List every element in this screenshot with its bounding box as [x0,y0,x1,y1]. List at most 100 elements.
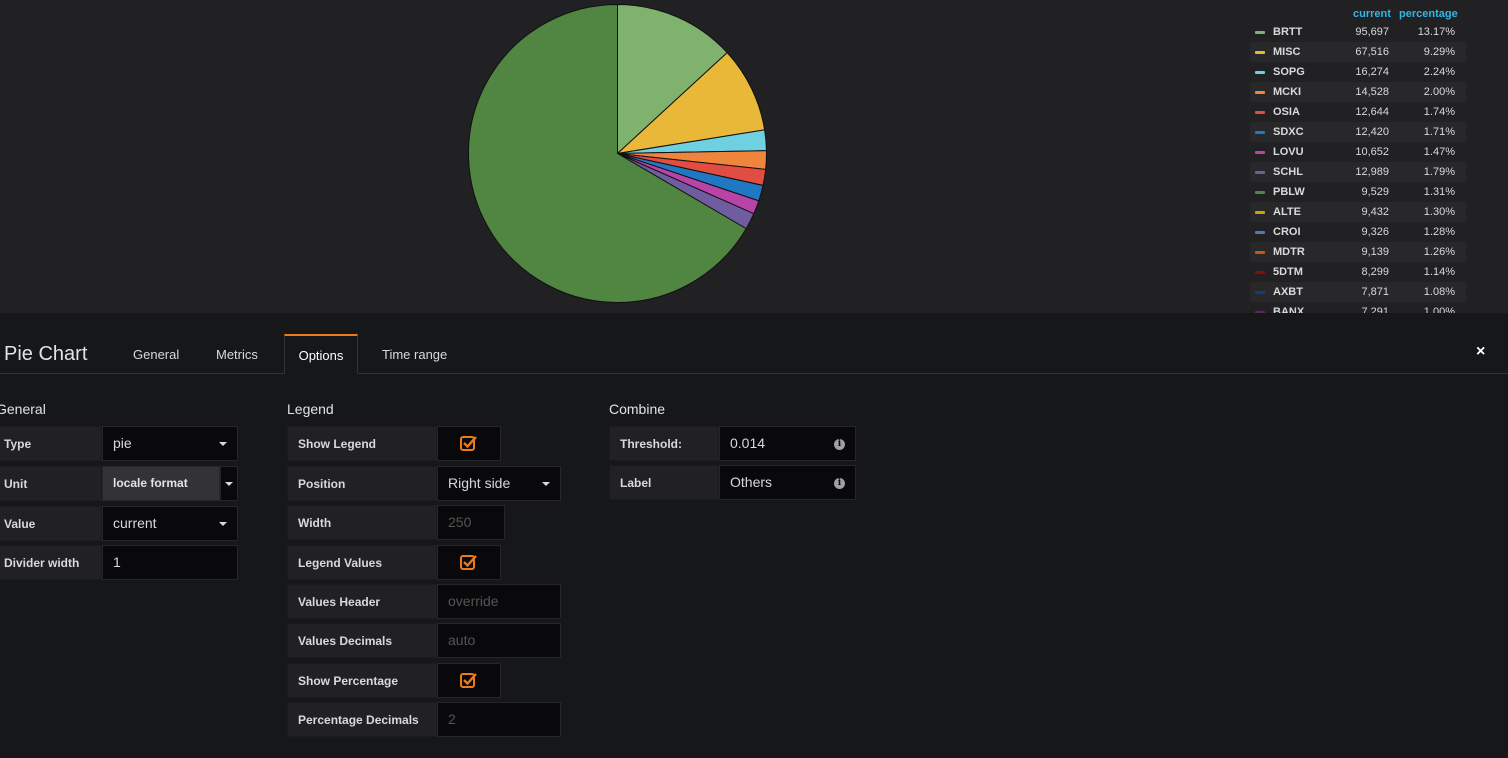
divider-width-input[interactable]: 1 [102,545,238,580]
checkbox-checked-icon [460,673,477,688]
legend-swatch[interactable] [1255,271,1265,274]
legend-swatch[interactable] [1255,191,1265,194]
threshold-value: 0.014 [730,435,766,451]
legend-header-percentage[interactable]: percentage [1399,8,1458,20]
legend-item[interactable]: SDXC 12,420 1.71% [1250,122,1466,142]
info-icon[interactable]: i [834,439,845,450]
row-label: Label Others i [609,465,856,500]
legend-item-current: 12,420 [1355,126,1389,138]
pie-slice-others[interactable] [468,3,747,303]
chevron-down-icon [542,482,550,486]
legend-item[interactable]: PBLW 9,529 1.31% [1250,182,1466,202]
legend-item[interactable]: MISC 67,516 9.29% [1250,42,1466,62]
legend-swatch[interactable] [1255,211,1265,214]
legend-swatch[interactable] [1255,311,1265,313]
legend-item[interactable]: OSIA 12,644 1.74% [1250,102,1466,122]
unit-dropdown-toggle[interactable] [220,466,238,501]
legend-item[interactable]: MDTR 9,139 1.26% [1250,242,1466,262]
pie-chart [468,3,767,303]
legend-item[interactable]: 5DTM 8,299 1.14% [1250,262,1466,282]
row-values-header: Values Header override [287,584,561,619]
section-title-general: General [0,401,46,417]
legend-item-name: BANX [1273,306,1305,313]
legend-swatch[interactable] [1255,151,1265,154]
section-title-legend: Legend [287,401,334,417]
legend-swatch[interactable] [1255,251,1265,254]
chart-legend: current percentage BRTT 95,697 13.17% MISC 6… [1250,6,1466,313]
tab-options[interactable]: Options [284,334,358,374]
legend-item-name: MCKI [1273,86,1302,98]
position-select-value: Right side [448,475,511,491]
legend-item-percentage: 9.29% [1423,46,1455,58]
pie-slice-brtt[interactable] [617,3,728,155]
position-select[interactable]: Right side [437,466,561,501]
legend-item-percentage: 1.71% [1423,126,1455,138]
legend-item-current: 16,274 [1355,66,1389,78]
legend-item[interactable]: LOVU 10,652 1.47% [1250,142,1466,162]
combine-label-input[interactable]: Others i [719,465,856,500]
legend-swatch[interactable] [1255,51,1265,54]
threshold-label: Threshold: [609,426,719,461]
legend-item-current: 7,871 [1361,286,1389,298]
legend-item-name: SOPG [1273,66,1305,78]
legend-swatch[interactable] [1255,71,1265,74]
value-select-value: current [113,515,157,531]
legend-item[interactable]: MCKI 14,528 2.00% [1250,82,1466,102]
legend-item[interactable]: ALTE 9,432 1.30% [1250,202,1466,222]
legend-item[interactable]: CROI 9,326 1.28% [1250,222,1466,242]
values-decimals-input[interactable]: auto [437,623,561,658]
legend-rows: BRTT 95,697 13.17% MISC 67,516 9.29% SOPG 16,27… [1250,22,1466,313]
value-select[interactable]: current [102,506,238,541]
legend-item-percentage: 1.31% [1423,186,1455,198]
legend-item-percentage: 1.28% [1423,226,1455,238]
legend-swatch[interactable] [1255,131,1265,134]
legend-item[interactable]: AXBT 7,871 1.08% [1250,282,1466,302]
values-header-input[interactable]: override [437,584,561,619]
legend-item-name: OSIA [1273,106,1300,118]
legend-item-current: 12,644 [1355,106,1389,118]
legend-swatch[interactable] [1255,31,1265,34]
legend-item[interactable]: BRTT 95,697 13.17% [1250,22,1466,42]
combine-label-label: Label [609,465,719,500]
legend-header-current[interactable]: current [1353,8,1391,20]
legend-item-current: 7,291 [1361,306,1389,313]
legend-item-current: 9,326 [1361,226,1389,238]
legend-item-name: LOVU [1273,146,1304,158]
type-label: Type [0,426,102,461]
row-type: Type pie [0,426,238,461]
legend-item[interactable]: SOPG 16,274 2.24% [1250,62,1466,82]
info-icon[interactable]: i [834,478,845,489]
close-icon[interactable]: × [1476,343,1486,360]
legend-swatch[interactable] [1255,91,1265,94]
width-label: Width [287,505,437,540]
row-unit: Unit locale format [0,466,238,501]
panel-editor: Pie Chart General Metrics Options Time r… [0,313,1508,758]
type-select[interactable]: pie [102,426,238,461]
legend-swatch[interactable] [1255,231,1265,234]
unit-select[interactable]: locale format [102,466,220,501]
legend-item-current: 67,516 [1355,46,1389,58]
legend-item-percentage: 1.79% [1423,166,1455,178]
tab-time-range[interactable]: Time range [382,347,448,362]
legend-item[interactable]: SCHL 12,989 1.79% [1250,162,1466,182]
checkbox-checked-icon [460,436,477,451]
legend-item-name: ALTE [1273,206,1301,218]
legend-item-percentage: 1.14% [1423,266,1455,278]
legend-item[interactable]: BANX 7,291 1.00% [1250,302,1466,313]
width-input[interactable]: 250 [437,505,505,540]
legend-swatch[interactable] [1255,291,1265,294]
show-percentage-checkbox[interactable] [437,663,501,698]
show-legend-checkbox[interactable] [437,426,501,461]
tab-metrics[interactable]: Metrics [216,347,258,362]
threshold-input[interactable]: 0.014 i [719,426,856,461]
values-header-label: Values Header [287,584,437,619]
show-legend-label: Show Legend [287,426,437,461]
percentage-decimals-input[interactable]: 2 [437,702,561,737]
legend-values-checkbox[interactable] [437,545,501,580]
pie-slice-misc[interactable] [615,51,766,155]
legend-item-percentage: 1.08% [1423,286,1455,298]
legend-swatch[interactable] [1255,111,1265,114]
values-decimals-label: Values Decimals [287,623,437,658]
legend-swatch[interactable] [1255,171,1265,174]
tab-general[interactable]: General [133,347,180,362]
